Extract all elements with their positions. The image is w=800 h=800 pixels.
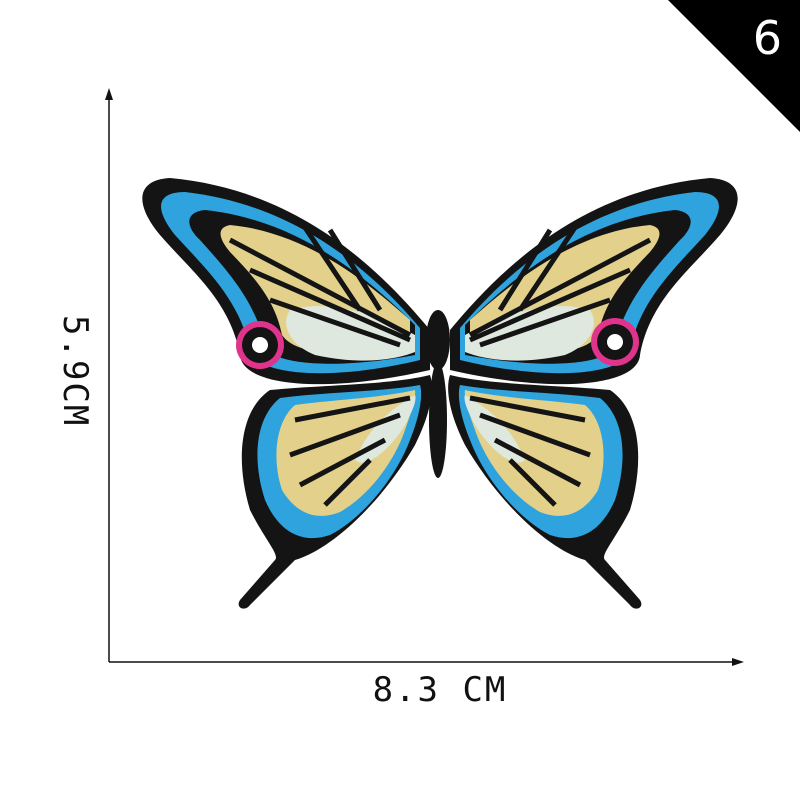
upper-right-wing bbox=[450, 178, 738, 385]
height-label: 5.9CM bbox=[55, 315, 95, 428]
lower-left-wing bbox=[238, 375, 432, 609]
corner-badge bbox=[668, 0, 800, 132]
butterfly-patch-image bbox=[142, 178, 738, 609]
width-label: 8.3 CM bbox=[372, 670, 508, 710]
upper-left-wing bbox=[142, 178, 430, 385]
horizontal-arrowhead bbox=[732, 658, 744, 666]
badge-number: 6 bbox=[752, 11, 782, 65]
lower-right-wing bbox=[448, 375, 642, 609]
butterfly-body bbox=[426, 310, 450, 478]
vertical-arrowhead bbox=[105, 88, 113, 100]
